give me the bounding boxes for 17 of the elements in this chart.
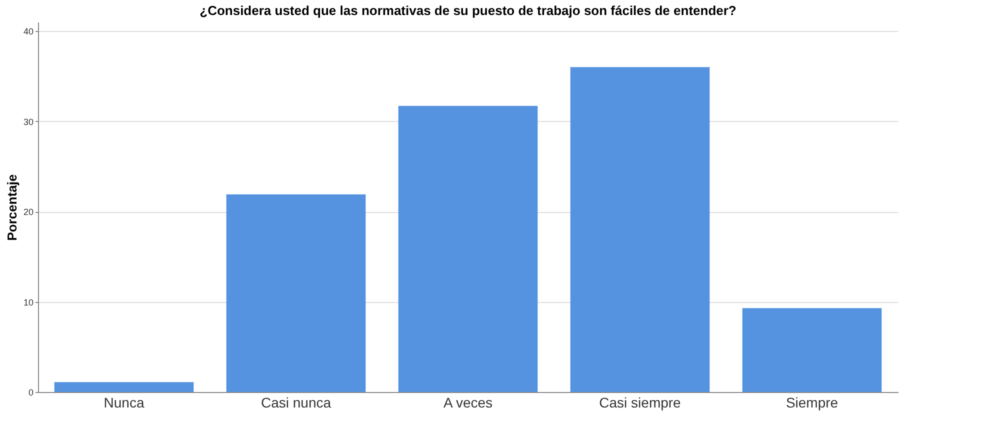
y-tick-label: 20 (23, 207, 34, 218)
y-tick-label: 40 (23, 26, 34, 37)
bar (54, 382, 194, 392)
x-tick-label: Siempre (786, 394, 838, 410)
bar (226, 194, 366, 392)
x-tick-label: Casi nunca (260, 394, 332, 410)
x-tick-label: Nunca (104, 394, 144, 410)
chart-title: ¿Considera usted que las normativas de su puesto de trabajo son fáciles de entender? (200, 3, 736, 18)
y-tick-label: 10 (23, 297, 34, 308)
x-tick-label: A veces (443, 394, 493, 410)
y-tick-label: 0 (28, 388, 34, 398)
bar (742, 308, 882, 392)
x-tick-label: Casi siempre (599, 394, 682, 410)
bar (398, 106, 538, 392)
y-tick-label: 30 (23, 116, 34, 127)
y-axis-title: Porcentaje (4, 174, 20, 241)
bar (570, 67, 710, 392)
